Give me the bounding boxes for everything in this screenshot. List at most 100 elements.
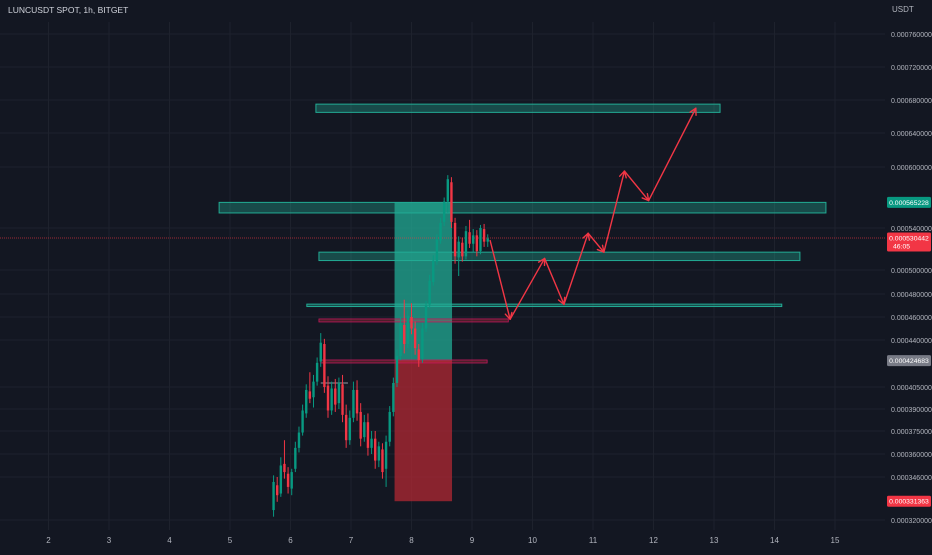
y-axis-tick-label: 0.000760000	[891, 32, 932, 39]
candle-body	[417, 349, 420, 361]
candle-body	[479, 228, 482, 252]
candle-body	[330, 388, 333, 411]
price-label-text: 0.000565228	[889, 200, 929, 207]
price-label-text: 0.000424683	[889, 358, 929, 365]
candle-body	[392, 382, 395, 412]
candle-body	[403, 325, 406, 345]
candle-body	[279, 465, 283, 494]
candle-body	[370, 438, 373, 448]
y-axis-tick-label: 0.000680000	[891, 98, 932, 105]
x-axis-tick-label: 9	[470, 536, 475, 545]
candle-body	[352, 389, 355, 418]
y-axis-tick-label: 0.000500000	[891, 268, 932, 275]
x-axis-tick-label: 15	[831, 536, 840, 545]
x-axis-tick-label: 7	[349, 536, 354, 545]
currency-label: USDT	[892, 5, 914, 14]
support-resistance-zone	[306, 303, 783, 308]
candle-body	[363, 422, 366, 438]
red-level-line	[318, 318, 509, 323]
x-axis-tick-label: 10	[528, 536, 537, 545]
countdown-label: 46:05	[893, 244, 910, 251]
projection-arrowhead	[689, 107, 697, 116]
candle-body	[388, 411, 391, 442]
candle-body	[457, 241, 460, 258]
candle-body	[472, 235, 475, 244]
candle-body	[475, 235, 479, 252]
candle-body	[323, 344, 326, 387]
projection-segment	[489, 239, 511, 320]
price-label-zone-top	[887, 196, 931, 208]
y-axis-tick-label: 0.000405000	[891, 385, 932, 392]
candle-body	[464, 231, 468, 257]
y-axis-tick-label: 0.000480000	[891, 292, 932, 299]
candle-body	[275, 485, 279, 496]
candle-body	[297, 432, 301, 448]
candle-body	[308, 391, 312, 399]
candle-body	[442, 201, 446, 222]
y-axis-tick-label: 0.000320000	[891, 518, 932, 525]
x-axis-tick-label: 14	[770, 536, 779, 545]
x-axis-tick-label: 6	[288, 536, 293, 545]
candle-body	[381, 449, 384, 473]
candle-body	[395, 356, 399, 383]
candle-body	[410, 317, 413, 329]
red-level-line	[320, 359, 488, 364]
candle-body	[305, 389, 308, 414]
candle-body	[486, 238, 489, 242]
candle-body	[374, 438, 377, 461]
price-label-text: 0.000530442	[889, 236, 929, 243]
y-axis-tick-label: 0.000346000	[891, 475, 932, 482]
y-axis-tick-label: 0.000600000	[891, 165, 932, 172]
candle-body	[377, 446, 381, 461]
candle-body	[290, 472, 293, 489]
position-stop-box	[394, 360, 453, 502]
candle-body	[301, 410, 304, 433]
support-resistance-zone	[315, 103, 721, 113]
candle-body	[341, 384, 344, 415]
support-resistance-zone	[218, 201, 827, 214]
candle-body	[424, 305, 428, 329]
x-axis-tick-label: 2	[46, 536, 51, 545]
symbol-title: LUNCUSDT SPOT, 1h, BITGET	[8, 5, 128, 15]
y-axis-tick-label: 0.000720000	[891, 65, 932, 72]
price-label-entry	[887, 355, 931, 367]
x-axis-tick-label: 5	[228, 536, 233, 545]
x-axis-tick-label: 12	[649, 536, 658, 545]
projection-segment	[623, 170, 650, 202]
price-label-current	[887, 232, 931, 252]
candle-body	[337, 382, 341, 404]
candle-body	[384, 441, 388, 469]
candle-body	[428, 280, 431, 305]
y-axis-tick-label: 0.000640000	[891, 131, 932, 138]
candle-body	[421, 328, 424, 359]
x-axis-tick-label: 3	[107, 536, 112, 545]
candle-body	[366, 422, 370, 448]
y-axis-tick-label: 0.000460000	[891, 315, 932, 322]
x-axis-tick-label: 13	[710, 536, 719, 545]
candle-body	[359, 411, 362, 439]
y-axis-tick-label: 0.000375000	[891, 429, 932, 436]
candle-body	[272, 481, 275, 511]
projection-segment	[647, 107, 697, 202]
y-axis-tick-label: 0.000360000	[891, 452, 932, 459]
candle-body	[482, 229, 486, 242]
candle-body	[294, 447, 297, 469]
y-axis-tick-label: 0.000390000	[891, 407, 932, 414]
candle-body	[312, 381, 315, 398]
candle-body	[453, 222, 457, 257]
projection-segment	[509, 257, 546, 320]
candle-body	[326, 385, 330, 411]
y-axis-tick-label: 0.000440000	[891, 338, 932, 345]
candle-body	[319, 342, 322, 362]
candle-body	[399, 322, 402, 357]
price-label-text: 0.000331363	[889, 499, 929, 506]
projection-segment	[543, 257, 565, 306]
candle-body	[450, 182, 453, 222]
x-axis-tick-label: 8	[409, 536, 414, 545]
x-axis-tick-label: 4	[167, 536, 172, 545]
candle-body	[468, 232, 471, 244]
candle-body	[439, 222, 442, 241]
candle-body	[315, 362, 319, 382]
